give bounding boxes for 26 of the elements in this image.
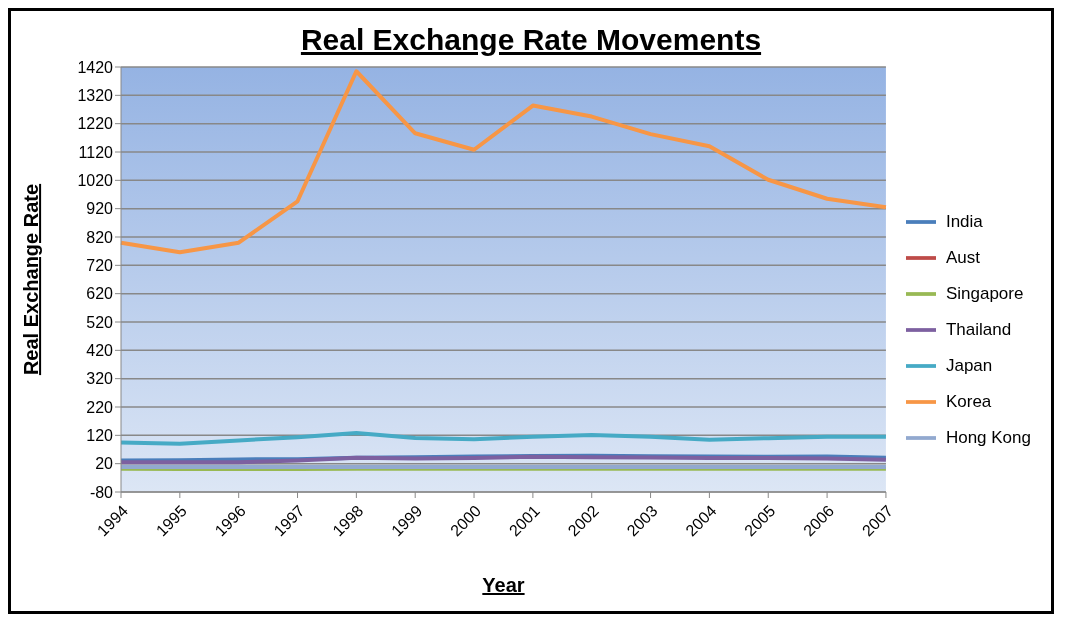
legend-label: Singapore [945, 283, 1024, 303]
legend-label: Thailand [945, 319, 1012, 339]
y-axis-title: Real Exchange Rate [20, 183, 43, 376]
y-tick-label: 520 [86, 313, 114, 331]
y-tick-label: 1220 [77, 115, 114, 133]
y-tick-label: 1020 [77, 172, 114, 190]
legend-label: Japan [945, 355, 993, 375]
y-tick-label: 220 [86, 398, 114, 416]
y-tick-label: 420 [86, 342, 114, 360]
x-axis-title: Year [482, 574, 525, 596]
y-tick-label: 920 [86, 200, 114, 218]
legend-label: Korea [945, 391, 992, 411]
y-tick-label: 1120 [78, 143, 114, 161]
y-tick-label: -80 [89, 483, 114, 501]
y-tick-label: 20 [95, 455, 114, 473]
chart-title: Real Exchange Rate Movements [299, 23, 763, 57]
legend-label: Aust [945, 247, 980, 267]
legend-label: India [945, 211, 983, 231]
y-tick-label: 720 [86, 257, 114, 275]
y-tick-label: 1320 [77, 87, 114, 105]
y-tick-label: 820 [86, 228, 114, 246]
y-tick-label: 620 [86, 285, 114, 303]
y-tick-label: 120 [86, 427, 114, 445]
y-tick-label: 320 [86, 370, 114, 388]
y-tick-label: 1420 [77, 58, 114, 76]
legend-label: Hong Kong [945, 427, 1031, 447]
